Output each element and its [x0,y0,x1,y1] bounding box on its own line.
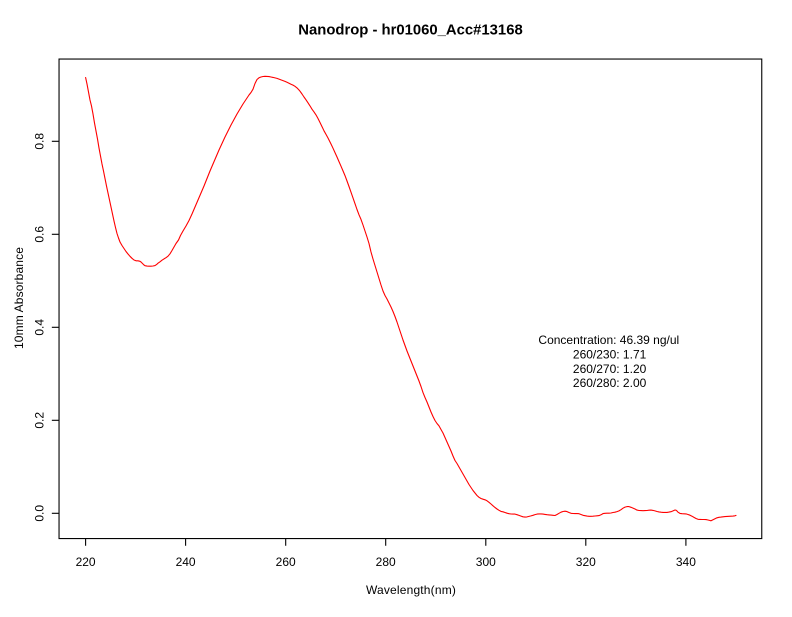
svg-text:0.4: 0.4 [32,319,46,336]
svg-text:Wavelength(nm): Wavelength(nm) [366,583,456,597]
svg-text:Concentration: 46.39 ng/ul: Concentration: 46.39 ng/ul [538,333,679,347]
svg-text:320: 320 [576,555,596,569]
svg-text:260/280: 2.00: 260/280: 2.00 [573,376,647,390]
svg-text:260: 260 [276,555,296,569]
svg-text:0.8: 0.8 [32,133,46,150]
svg-text:10mm Absorbance: 10mm Absorbance [12,247,26,349]
svg-text:260/270: 1.20: 260/270: 1.20 [573,362,647,376]
svg-text:220: 220 [76,555,96,569]
svg-text:0.0: 0.0 [32,505,46,522]
svg-text:240: 240 [176,555,196,569]
svg-text:0.6: 0.6 [32,226,46,243]
svg-text:340: 340 [676,555,696,569]
svg-text:260/230: 1.71: 260/230: 1.71 [573,348,647,362]
svg-text:0.2: 0.2 [32,412,46,429]
svg-text:280: 280 [376,555,396,569]
svg-text:Nanodrop - hr01060_Acc#13168: Nanodrop - hr01060_Acc#13168 [298,22,522,38]
svg-text:300: 300 [476,555,496,569]
